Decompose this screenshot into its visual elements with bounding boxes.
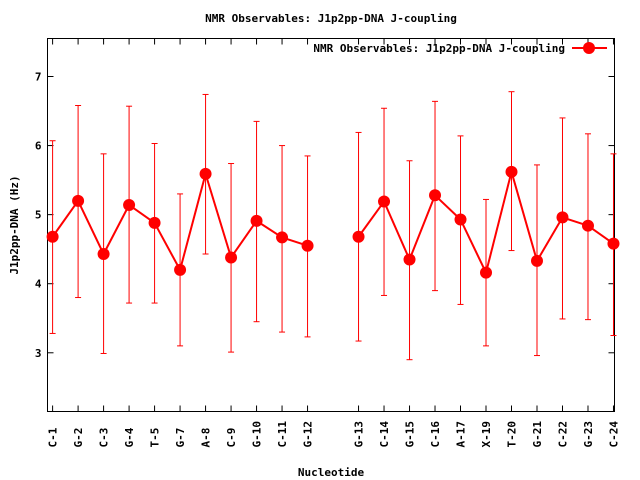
x-tick-label: G-15 — [404, 421, 417, 448]
series-line-segment — [179, 173, 207, 271]
series-line-segment — [230, 220, 258, 259]
data-point — [530, 254, 543, 267]
x-tick-label: T-5 — [149, 428, 162, 448]
y-tick-label: 3 — [35, 347, 42, 360]
data-point — [454, 213, 467, 226]
series-line-segment — [510, 171, 538, 262]
series-line-segment — [153, 222, 181, 271]
series-line-segment — [357, 200, 385, 238]
data-point — [276, 231, 289, 244]
x-tick-label: G-10 — [251, 421, 264, 448]
data-point — [225, 251, 238, 264]
x-tick-label: G-13 — [353, 421, 366, 448]
x-tick-label: C-1 — [47, 427, 60, 447]
x-tick-label: G-12 — [302, 421, 315, 448]
data-point — [505, 165, 518, 178]
data-point — [352, 230, 365, 243]
y-tick-label: 7 — [35, 70, 42, 83]
plot-frame — [47, 38, 615, 412]
data-point — [148, 216, 161, 229]
x-tick-label: A-17 — [455, 421, 468, 448]
x-tick-label: C-16 — [429, 421, 442, 448]
data-point — [97, 248, 110, 261]
x-tick-label: C-22 — [556, 421, 569, 448]
x-tick-label: C-3 — [98, 428, 111, 448]
data-point — [301, 239, 314, 252]
series-line-segment — [459, 219, 487, 274]
x-tick-label: G-7 — [174, 428, 187, 448]
x-tick-label: X-19 — [480, 421, 493, 448]
data-point — [403, 253, 416, 266]
x-tick-label: G-2 — [72, 428, 85, 448]
x-tick-label: T-20 — [506, 421, 519, 448]
data-point — [123, 198, 136, 211]
series-line-segment — [383, 201, 411, 260]
x-tick-label: C-14 — [378, 421, 391, 448]
data-point — [174, 263, 187, 276]
data-point — [480, 266, 493, 279]
data-point — [581, 219, 594, 232]
x-tick-label: C-11 — [276, 421, 289, 448]
series-line-segment — [204, 173, 233, 258]
data-point — [429, 189, 442, 202]
data-point — [378, 195, 391, 208]
series-line-segment — [536, 216, 564, 262]
x-tick-label: C-9 — [225, 428, 238, 448]
x-tick-label: G-21 — [531, 421, 544, 448]
x-tick-label: C-24 — [607, 421, 620, 448]
y-tick-label: 4 — [35, 278, 42, 291]
x-tick-label: G-4 — [123, 427, 136, 447]
data-point — [556, 211, 569, 224]
x-axis: C-1 G-2 C-3 G-4 T-5 G-7 A-8 C-9 G-10 C-11 G-12 G-13… — [47, 38, 620, 448]
x-tick-label: A-8 — [200, 428, 213, 448]
series-line-segment — [485, 171, 513, 273]
data-point — [46, 230, 59, 243]
series-line-segment — [102, 204, 130, 255]
y-axis-label: J1p2pp-DNA (Hz) — [8, 175, 21, 274]
data-point — [250, 214, 263, 227]
series-line-segment — [408, 194, 436, 260]
chart-title: NMR Observables: J1p2pp-DNA J-coupling — [205, 12, 457, 25]
series-line-segment — [77, 200, 105, 255]
y-tick-label: 6 — [35, 140, 42, 153]
legend-label: NMR Observables: J1p2pp-DNA J-coupling — [313, 42, 565, 55]
x-tick-label: G-23 — [582, 421, 595, 448]
y-axis: 3 4 5 6 7 — [35, 70, 615, 360]
x-axis-label: Nucleotide — [298, 466, 365, 479]
series-j-coupling — [46, 91, 620, 361]
data-point — [607, 237, 620, 250]
series-line-segment — [51, 200, 79, 238]
legend-marker — [583, 42, 595, 54]
y-tick-label: 5 — [35, 209, 42, 222]
data-point — [72, 194, 85, 207]
data-point — [199, 167, 212, 180]
legend: NMR Observables: J1p2pp-DNA J-coupling — [313, 42, 607, 55]
